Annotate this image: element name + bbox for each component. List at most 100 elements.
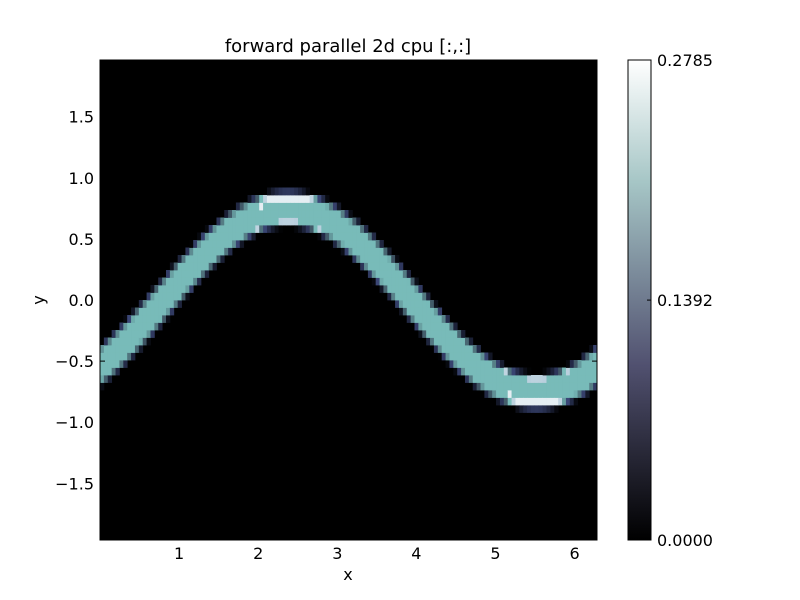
heatmap-cell bbox=[496, 382, 501, 391]
heatmap-cell bbox=[290, 210, 295, 218]
heatmap-cell bbox=[464, 345, 470, 353]
heatmap-cell bbox=[321, 232, 326, 241]
heatmap-cell bbox=[414, 277, 419, 286]
heatmap-cell bbox=[550, 382, 555, 391]
heatmap-cell bbox=[538, 397, 544, 406]
heatmap-cell bbox=[193, 262, 198, 271]
heatmap-cell bbox=[527, 367, 532, 376]
heatmap-cell bbox=[352, 225, 357, 233]
heatmap-cell bbox=[507, 390, 512, 398]
heatmap-cell bbox=[387, 255, 392, 263]
heatmap-cell bbox=[158, 285, 163, 293]
heatmap-cell bbox=[298, 217, 303, 226]
heatmap-cell bbox=[589, 360, 594, 368]
heatmap-cell bbox=[216, 225, 221, 233]
heatmap-cell bbox=[364, 247, 369, 256]
heatmap-cell bbox=[259, 195, 264, 203]
heatmap-cell bbox=[169, 307, 175, 316]
y-axis: −1.5 −1.0 −0.5 0.0 0.5 1.0 1.5 bbox=[55, 108, 597, 493]
heatmap-cell bbox=[146, 307, 151, 316]
heatmap-cell bbox=[391, 292, 396, 301]
heatmap-cell bbox=[146, 322, 151, 331]
heatmap-cell bbox=[325, 217, 330, 226]
heatmap-cell bbox=[235, 240, 241, 248]
heatmap-cell bbox=[340, 225, 346, 233]
heatmap-cell bbox=[332, 202, 338, 211]
heatmap-cell bbox=[573, 360, 578, 368]
heatmap-cell bbox=[224, 240, 229, 248]
heatmap-cell bbox=[480, 352, 485, 361]
heatmap-cell bbox=[546, 397, 551, 406]
heatmap-cell bbox=[515, 405, 520, 413]
heatmap-cell bbox=[402, 270, 408, 278]
heatmap-cell bbox=[181, 277, 186, 286]
heatmap-cell bbox=[204, 232, 210, 241]
heatmap-cell bbox=[554, 375, 559, 383]
heatmap-cell bbox=[422, 330, 427, 338]
heatmap-cell bbox=[138, 315, 144, 323]
heatmap-cell bbox=[274, 225, 280, 233]
heatmap-cell bbox=[546, 390, 551, 398]
heatmap-cell bbox=[103, 367, 109, 376]
heatmap-cell bbox=[511, 375, 516, 383]
heatmap-cell bbox=[464, 352, 470, 361]
heatmap-cell bbox=[499, 382, 505, 391]
heatmap-cell bbox=[546, 405, 551, 413]
heatmap-cell bbox=[150, 322, 155, 331]
heatmap-cell bbox=[317, 232, 322, 241]
heatmap-cell bbox=[204, 247, 210, 256]
heatmap-cell bbox=[398, 307, 404, 316]
heatmap-cell bbox=[111, 345, 116, 353]
heatmap-cell bbox=[546, 375, 551, 383]
heatmap-cell bbox=[418, 285, 423, 293]
heatmap-cell bbox=[398, 285, 404, 293]
heatmap-cell bbox=[402, 277, 408, 286]
heatmap-cell bbox=[581, 382, 586, 391]
heatmap-cell bbox=[286, 202, 291, 211]
heatmap-cell bbox=[499, 375, 505, 383]
y-tick-label: 0.0 bbox=[69, 291, 94, 310]
heatmap-cell bbox=[189, 270, 194, 278]
heatmap-cell bbox=[519, 375, 524, 383]
heatmap-cell bbox=[352, 240, 357, 248]
heatmap-cell bbox=[395, 277, 400, 286]
heatmap-cell bbox=[146, 300, 151, 308]
heatmap-cell bbox=[430, 300, 435, 308]
heatmap-cell bbox=[266, 217, 272, 226]
heatmap-cell bbox=[123, 330, 128, 338]
heatmap-cell bbox=[445, 345, 450, 353]
heatmap-cell bbox=[364, 240, 369, 248]
heatmap-cell bbox=[581, 390, 586, 398]
heatmap-cell bbox=[107, 345, 113, 353]
heatmap-cell bbox=[414, 315, 419, 323]
heatmap-cell bbox=[290, 187, 295, 196]
heatmap-cell bbox=[177, 255, 182, 263]
heatmap-cell bbox=[142, 322, 147, 331]
heatmap-cell bbox=[325, 210, 330, 218]
heatmap-cell bbox=[468, 375, 474, 383]
heatmap-cell bbox=[406, 292, 412, 301]
heatmap-cell bbox=[430, 322, 435, 331]
heatmap-cell bbox=[562, 367, 567, 376]
heatmap-cell bbox=[468, 367, 474, 376]
heatmap-cell bbox=[550, 367, 555, 376]
heatmap-cell bbox=[398, 300, 404, 308]
heatmap-cell bbox=[235, 232, 241, 241]
heatmap-cell bbox=[200, 247, 206, 256]
heatmap-cell bbox=[263, 195, 268, 203]
heatmap-cell bbox=[204, 240, 210, 248]
heatmap-cell bbox=[158, 307, 163, 316]
heatmap-cell bbox=[100, 375, 105, 383]
heatmap-cell bbox=[422, 292, 427, 301]
heatmap-cell bbox=[573, 375, 578, 383]
heatmap-cell bbox=[569, 390, 575, 398]
heatmap-cell bbox=[162, 307, 167, 316]
heatmap-cell bbox=[562, 390, 567, 398]
heatmap-cell bbox=[228, 217, 233, 226]
heatmap-cell bbox=[398, 292, 404, 301]
heatmap-cell bbox=[119, 352, 124, 361]
heatmap-cell bbox=[550, 405, 555, 413]
heatmap-cell bbox=[593, 375, 597, 383]
heatmap-cell bbox=[379, 270, 384, 278]
heatmap-cell bbox=[418, 322, 423, 331]
